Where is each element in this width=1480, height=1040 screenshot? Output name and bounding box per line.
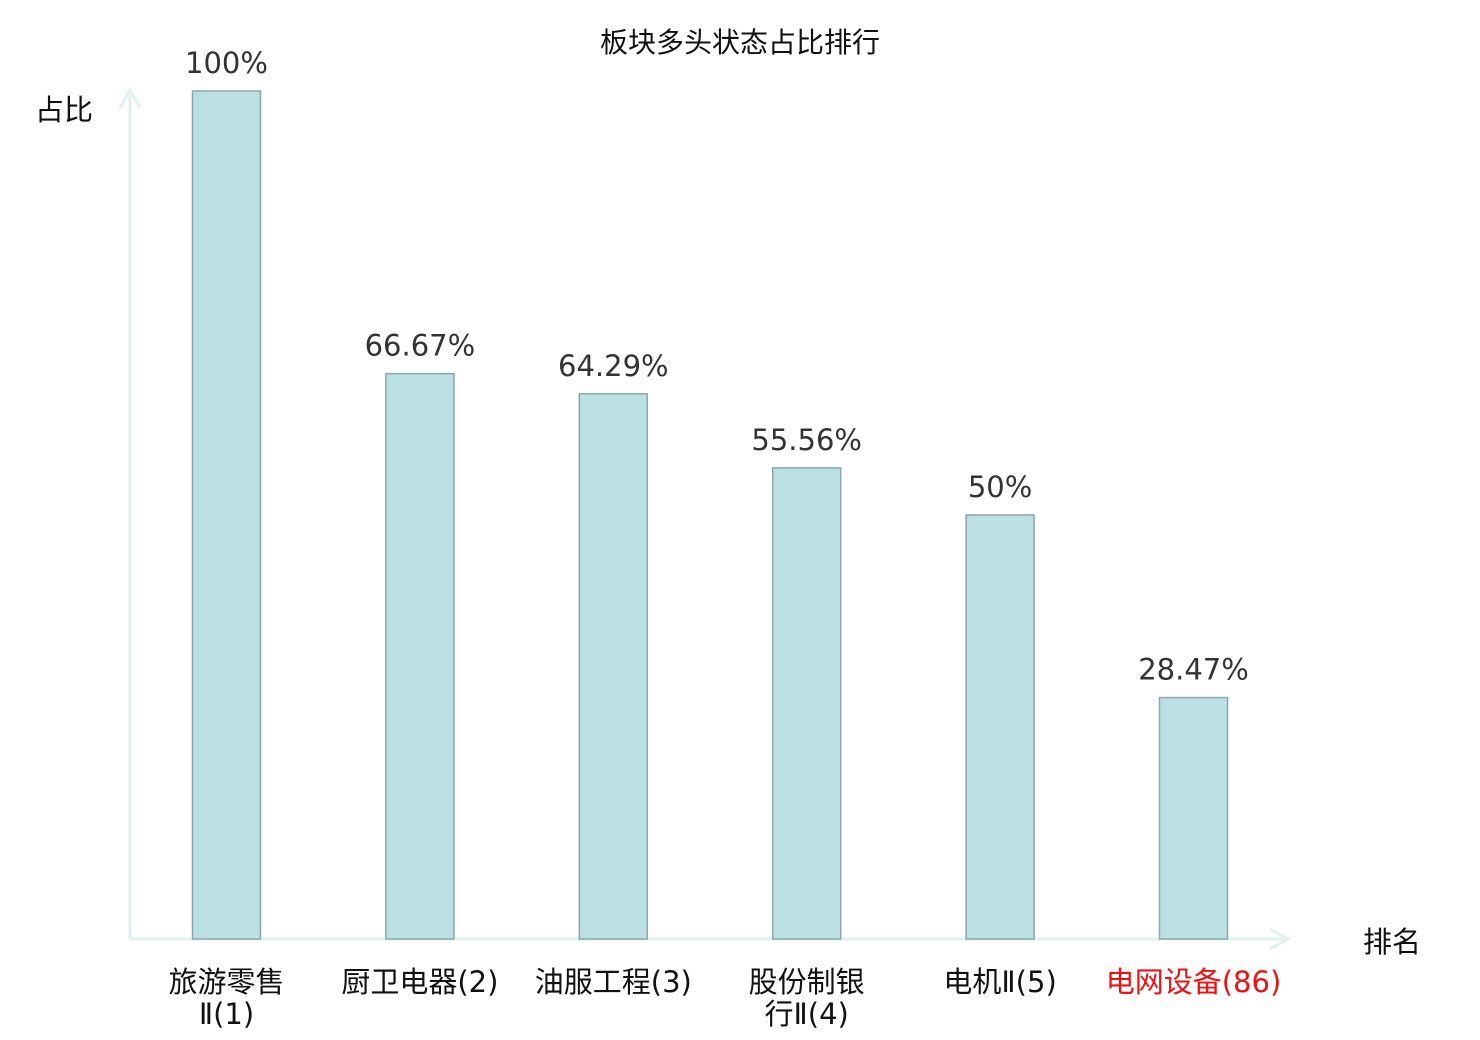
bars: 100% 66.67% 64.29% 55.56% 50% 28.47%: [185, 46, 1249, 940]
x-tick-label-line: Ⅱ(1): [198, 997, 255, 1031]
y-axis-label: 占比: [35, 93, 93, 127]
x-tick-label: 电机Ⅱ(5): [900, 966, 1100, 998]
bar: [1158, 696, 1229, 940]
bar: [385, 372, 455, 940]
data-label: 55.56%: [751, 423, 862, 457]
x-axis-arrow: [1269, 927, 1292, 951]
axes: [118, 86, 1292, 951]
data-label: 28.47%: [1138, 653, 1249, 687]
x-tick-label: 电网设备(86): [1094, 966, 1294, 998]
data-label: 50%: [968, 470, 1032, 504]
x-axis-label: 排名: [1363, 925, 1421, 959]
x-tick-label-line: 行Ⅱ(4): [764, 997, 849, 1031]
bar: [771, 467, 842, 940]
x-tick-label-line: 厨卫电器(2): [341, 965, 499, 999]
x-tick-label-line: 股份制银: [748, 965, 865, 999]
x-tick-label: 旅游零售 Ⅱ(1): [127, 966, 327, 1030]
data-label: 64.29%: [558, 349, 669, 383]
x-tick-label-line: 电网设备(86): [1105, 965, 1282, 999]
data-label: 66.67%: [365, 329, 476, 363]
x-tick-label: 油服工程(3): [513, 966, 713, 998]
x-tick-label-line: 油服工程(3): [534, 965, 692, 999]
chart-title: 板块多头状态占比排行: [600, 26, 880, 59]
x-tick-label-line: 旅游零售: [168, 965, 285, 999]
x-tick-label: 股份制银 行Ⅱ(4): [707, 966, 907, 1030]
y-axis-arrow: [118, 86, 142, 109]
bar: [965, 514, 1035, 940]
x-tick-label: 厨卫电器(2): [320, 966, 520, 998]
bar: [191, 90, 262, 940]
bar: [578, 393, 649, 940]
x-tick-label-line: 电机Ⅱ(5): [943, 965, 1057, 999]
data-label: 100%: [185, 46, 268, 80]
